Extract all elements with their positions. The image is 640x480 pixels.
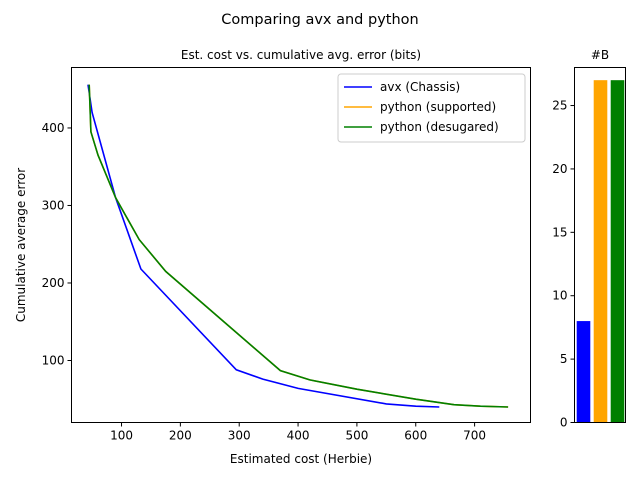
y-tick-label: 300	[42, 198, 65, 212]
bar-y-tick-label: 25	[552, 99, 567, 113]
line-x-axis-ticks: 100 200 300 400 500 600 700	[110, 422, 486, 443]
bar-y-axis-ticks: 0 5 10 15 20 25	[552, 99, 575, 430]
y-tick-label: 200	[42, 276, 65, 290]
bar-chart: #B 0 5 10 15 20 25	[552, 48, 626, 430]
series-line-avx-chassis	[87, 84, 440, 408]
bar-avx-chassis	[576, 321, 591, 423]
x-tick-label: 700	[463, 429, 486, 443]
bar-python-supported	[593, 80, 608, 423]
bar-python-desugared	[610, 80, 625, 423]
x-tick-label: 200	[169, 429, 192, 443]
x-tick-label: 300	[228, 429, 251, 443]
bar-y-tick-label: 10	[552, 289, 567, 303]
line-x-axis-label: Estimated cost (Herbie)	[230, 452, 372, 466]
bar-y-tick-label: 0	[560, 416, 568, 430]
bar-plot-frame	[574, 67, 626, 423]
x-tick-label: 500	[345, 429, 368, 443]
line-y-axis-label: Cumulative average error	[14, 168, 28, 322]
line-chart: Est. cost vs. cumulative avg. error (bit…	[14, 48, 531, 466]
x-tick-label: 100	[110, 429, 133, 443]
line-chart-title: Est. cost vs. cumulative avg. error (bit…	[181, 48, 421, 62]
bar-chart-title: #B	[591, 48, 609, 62]
legend-label-avx-chassis: avx (Chassis)	[380, 80, 460, 94]
line-plot-area	[87, 84, 509, 408]
x-tick-label: 600	[404, 429, 427, 443]
y-tick-label: 100	[42, 353, 65, 367]
bar-y-tick-label: 15	[552, 225, 567, 239]
bar-plot-area	[576, 80, 625, 423]
figure-suptitle: Comparing avx and python	[221, 12, 418, 28]
y-tick-label: 400	[42, 121, 65, 135]
series-line-python-desugared	[88, 84, 509, 408]
legend-label-python-supported: python (supported)	[380, 100, 496, 114]
legend: avx (Chassis) python (supported) python (d…	[337, 73, 526, 143]
legend-label-python-desugared: python (desugared)	[380, 120, 499, 134]
line-plot-frame	[71, 67, 531, 423]
legend-frame	[337, 73, 526, 143]
x-tick-label: 400	[287, 429, 310, 443]
bar-y-tick-label: 5	[560, 352, 568, 366]
line-y-axis-ticks: 100 200 300 400	[42, 121, 72, 367]
bar-y-tick-label: 20	[552, 162, 567, 176]
